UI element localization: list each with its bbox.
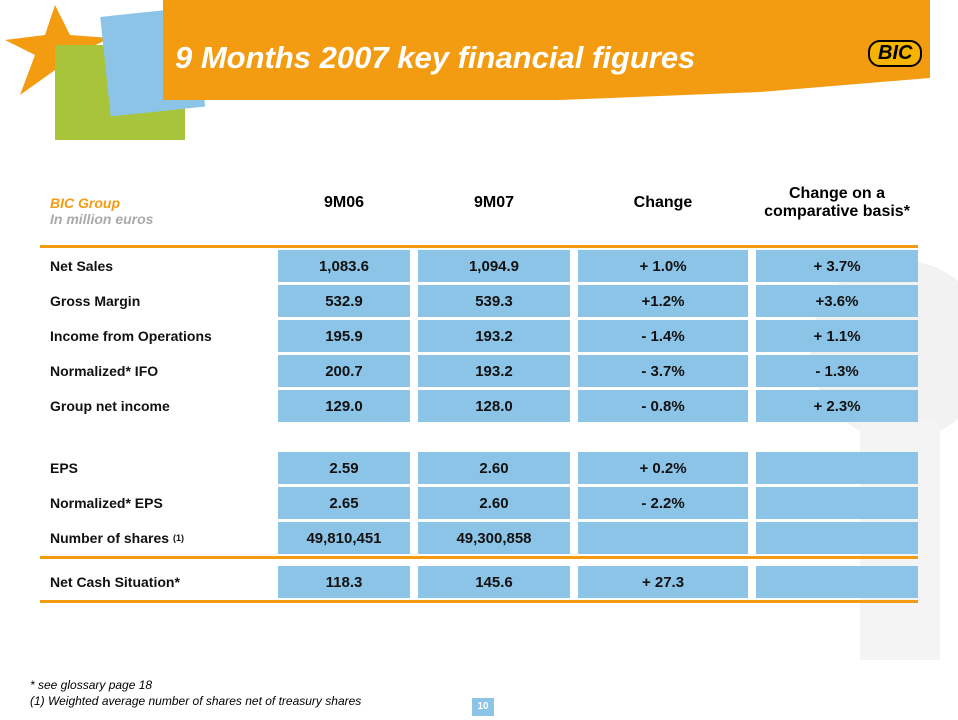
footnote: * see glossary page 18 xyxy=(30,678,152,692)
table-cell: + 2.3% xyxy=(756,390,918,422)
title: 9 Months 2007 key financial figures xyxy=(175,40,695,76)
row-label: Group net income xyxy=(50,390,170,422)
table-cell xyxy=(756,487,918,519)
table-cell: + 1.0% xyxy=(578,250,748,282)
table-cell xyxy=(756,566,918,598)
group-label: BIC Group xyxy=(50,195,120,211)
table-cell: - 2.2% xyxy=(578,487,748,519)
table-cell: 49,810,451 xyxy=(278,522,410,554)
page-number: 10 xyxy=(472,698,494,716)
table-cell: 2.60 xyxy=(418,452,570,484)
table-cell: +1.2% xyxy=(578,285,748,317)
table-cell xyxy=(756,522,918,554)
table-cell: +3.6% xyxy=(756,285,918,317)
table-cell: - 1.3% xyxy=(756,355,918,387)
table-cell: - 0.8% xyxy=(578,390,748,422)
logo: BIC xyxy=(868,40,922,67)
table-cell: 145.6 xyxy=(418,566,570,598)
row-label: Net Cash Situation* xyxy=(50,566,180,598)
table-cell: 193.2 xyxy=(418,320,570,352)
label-text: Normalized* EPS xyxy=(50,495,163,511)
label-text: Number of shares xyxy=(50,530,169,546)
table-cell: 195.9 xyxy=(278,320,410,352)
table-cell: 2.60 xyxy=(418,487,570,519)
rule xyxy=(40,556,918,559)
column-header: 9M06 xyxy=(278,160,410,245)
table-cell: 200.7 xyxy=(278,355,410,387)
table-cell: 1,094.9 xyxy=(418,250,570,282)
row-label: Normalized* IFO xyxy=(50,355,158,387)
table-cell: + 0.2% xyxy=(578,452,748,484)
label-text: Gross Margin xyxy=(50,293,140,309)
row-label: Gross Margin xyxy=(50,285,140,317)
table-cell: 532.9 xyxy=(278,285,410,317)
table-cell: + 27.3 xyxy=(578,566,748,598)
label-text: Group net income xyxy=(50,398,170,414)
table-cell: 539.3 xyxy=(418,285,570,317)
label-text: Net Sales xyxy=(50,258,113,274)
table-cell: + 3.7% xyxy=(756,250,918,282)
table-cell: 193.2 xyxy=(418,355,570,387)
unit-label: In million euros xyxy=(50,211,153,227)
footnote: (1) Weighted average number of shares ne… xyxy=(30,694,361,708)
label-text: Income from Operations xyxy=(50,328,212,344)
table-cell: + 1.1% xyxy=(756,320,918,352)
column-header: 9M07 xyxy=(418,160,570,245)
label-text: Normalized* IFO xyxy=(50,363,158,379)
slide: 9 Months 2007 key financial figures BIC … xyxy=(0,0,958,720)
table-cell: 129.0 xyxy=(278,390,410,422)
table-cell xyxy=(578,522,748,554)
label-text: Net Cash Situation* xyxy=(50,574,180,590)
rule xyxy=(40,245,918,248)
table-cell: 118.3 xyxy=(278,566,410,598)
row-label: Number of shares (1) xyxy=(50,522,184,554)
row-label: Normalized* EPS xyxy=(50,487,163,519)
rule xyxy=(40,600,918,603)
table-cell: - 1.4% xyxy=(578,320,748,352)
column-header: Change on a comparative basis* xyxy=(756,160,918,245)
table-cell: 1,083.6 xyxy=(278,250,410,282)
row-label: Income from Operations xyxy=(50,320,212,352)
row-label: EPS xyxy=(50,452,78,484)
row-label: Net Sales xyxy=(50,250,113,282)
table-cell: 128.0 xyxy=(418,390,570,422)
label-text: EPS xyxy=(50,460,78,476)
column-header: Change xyxy=(578,160,748,245)
table-cell xyxy=(756,452,918,484)
table-cell: 49,300,858 xyxy=(418,522,570,554)
table-cell: 2.65 xyxy=(278,487,410,519)
table-cell: - 3.7% xyxy=(578,355,748,387)
footnote-ref: (1) xyxy=(173,533,184,543)
table-cell: 2.59 xyxy=(278,452,410,484)
